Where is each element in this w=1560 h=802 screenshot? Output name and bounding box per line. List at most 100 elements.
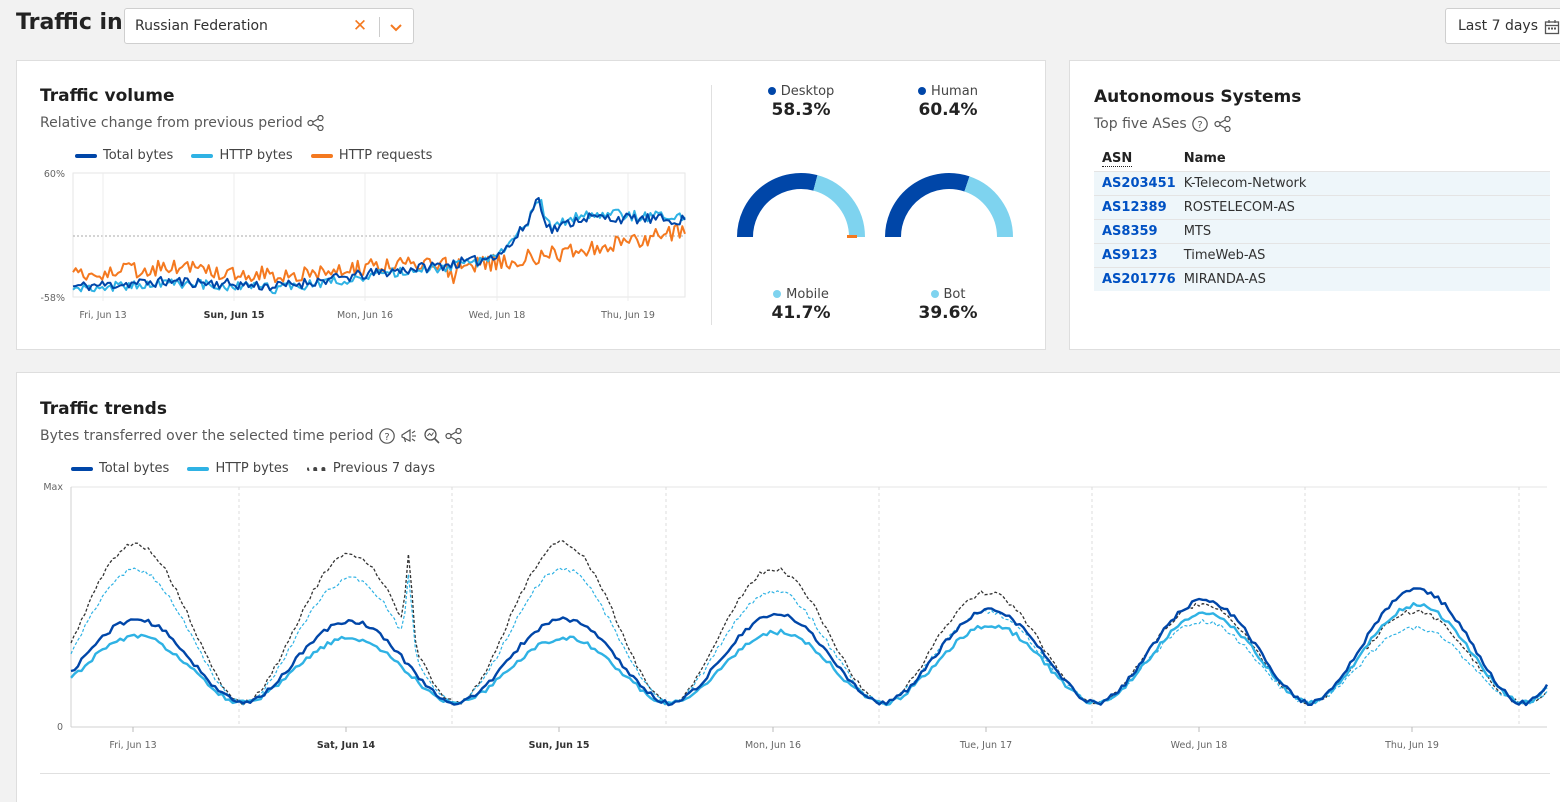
device-gauge[interactable] [733, 169, 869, 241]
traffic-trends-chart[interactable]: Max 0 Fri, Jun 13 Sat, Jun 14 Sun, Jun 15 M… [17, 373, 1560, 802]
help-icon[interactable]: ? [1191, 115, 1209, 133]
bot-dot-icon [930, 289, 939, 298]
traffic-volume-chart[interactable]: 60% -58% Fri, Jun 13 Sun, Jun 15 Mon, Jun … [17, 61, 717, 351]
share-icon[interactable] [445, 428, 463, 444]
zoom-icon[interactable] [423, 427, 441, 445]
y-axis-top-label: Max [43, 482, 63, 493]
traffic-volume-subtitle: Relative change from previous period [40, 115, 325, 131]
x-tick-label: Fri, Jun 13 [79, 310, 126, 321]
series-line-total-bytes[interactable] [72, 197, 686, 292]
human-dot-icon [918, 86, 927, 95]
series-line-total-bytes[interactable] [70, 587, 1549, 707]
asn-link[interactable]: AS8359 [1094, 218, 1176, 243]
gauge-human-arc[interactable] [885, 173, 970, 238]
share-icon[interactable] [307, 115, 325, 131]
x-tick-label: Wed, Jun 18 [469, 310, 526, 321]
autonomous-systems-card: Autonomous Systems Top five ASes ? ASN N… [1069, 60, 1560, 350]
human-stat: Human 60.4% [888, 84, 1008, 120]
announcement-icon[interactable] [400, 427, 418, 445]
traffic-volume-subtitle-text: Relative change from previous period [40, 115, 303, 131]
asn-table: ASN Name AS203451 K-Telecom-Network AS123… [1094, 147, 1550, 291]
location-select-value: Russian Federation [135, 18, 268, 34]
table-row: AS201776 MIRANDA-AS [1094, 266, 1550, 291]
human-gauge[interactable] [881, 169, 1017, 241]
x-tick-label: Sun, Jun 15 [204, 310, 265, 321]
date-range-select[interactable]: Last 7 days [1445, 8, 1560, 44]
asn-name: K-Telecom-Network [1175, 170, 1550, 195]
traffic-volume-legend: Total bytes HTTP bytes HTTP requests [75, 148, 446, 163]
clear-icon[interactable]: ✕ [352, 16, 368, 36]
page-title: Traffic in [16, 10, 123, 35]
legend-previous-period-label: Previous 7 days [332, 461, 435, 476]
asn-link[interactable]: AS203451 [1094, 170, 1176, 195]
calendar-icon [1544, 20, 1560, 35]
asn-column-header[interactable]: ASN [1094, 147, 1176, 171]
asn-link[interactable]: AS9123 [1094, 242, 1176, 267]
legend-http-requests[interactable]: HTTP requests [310, 148, 432, 163]
legend-http-bytes-label: HTTP bytes [215, 461, 289, 476]
autonomous-systems-title: Autonomous Systems [1094, 87, 1302, 107]
x-tick-label: Thu, Jun 19 [1384, 740, 1439, 751]
x-tick-label: Sat, Jun 14 [317, 740, 376, 751]
autonomous-systems-subtitle-text: Top five ASes [1094, 116, 1187, 132]
gauge-bot-arc[interactable] [964, 176, 1013, 238]
panel-divider [711, 85, 712, 325]
desktop-stat: Desktop 58.3% [741, 84, 861, 120]
name-column-header: Name [1183, 151, 1226, 167]
autonomous-systems-subtitle: Top five ASes ? [1094, 115, 1232, 133]
traffic-trends-card: Traffic trends Bytes transferred over th… [16, 372, 1560, 802]
svg-text:?: ? [384, 432, 389, 443]
table-row: AS9123 TimeWeb-AS [1094, 242, 1550, 267]
legend-total-bytes[interactable]: Total bytes [71, 461, 169, 476]
y-axis-top-label: 60% [44, 169, 65, 180]
y-axis-bottom-label: 0 [57, 722, 63, 733]
human-label: Human [931, 84, 978, 99]
desktop-dot-icon [767, 86, 776, 95]
asn-name: MIRANDA-AS [1175, 266, 1550, 291]
asn-table-header: ASN Name [1094, 147, 1550, 171]
gauge-mobile-arc[interactable] [813, 175, 865, 238]
date-range-value: Last 7 days [1458, 18, 1539, 34]
y-axis-bottom-label: -58% [40, 293, 65, 304]
mobile-label: Mobile [786, 287, 829, 302]
traffic-volume-title: Traffic volume [40, 86, 175, 106]
chevron-down-icon[interactable] [387, 18, 405, 36]
mobile-stat: Mobile 41.7% [741, 287, 861, 323]
mobile-value: 41.7% [771, 303, 831, 323]
traffic-trends-legend: Total bytes HTTP bytes Previous 7 days [71, 461, 449, 476]
x-tick-label: Tue, Jun 17 [959, 740, 1012, 751]
x-tick-label: Wed, Jun 18 [1171, 740, 1228, 751]
bot-value: 39.6% [918, 303, 978, 323]
table-row: AS12389 ROSTELECOM-AS [1094, 194, 1550, 219]
legend-total-bytes[interactable]: Total bytes [75, 148, 173, 163]
traffic-trends-subtitle: Bytes transferred over the selected time… [40, 427, 463, 445]
desktop-label: Desktop [780, 84, 835, 99]
help-icon[interactable]: ? [378, 427, 396, 445]
legend-previous-period[interactable]: Previous 7 days [306, 461, 435, 476]
series-line-previous-7-days-http[interactable] [70, 567, 1548, 706]
plot-frame [72, 172, 686, 298]
traffic-trends-title: Traffic trends [40, 399, 167, 419]
asn-link[interactable]: AS201776 [1094, 266, 1176, 291]
asn-name: MTS [1175, 218, 1550, 243]
asn-link[interactable]: AS12389 [1094, 194, 1176, 219]
series-line-http-bytes[interactable] [72, 198, 686, 295]
legend-total-bytes-label: Total bytes [99, 461, 170, 476]
x-tick-label: Thu, Jun 19 [600, 310, 655, 321]
mobile-dot-icon [773, 289, 782, 298]
asn-name: TimeWeb-AS [1175, 242, 1550, 267]
gauge-desktop-arc[interactable] [737, 173, 818, 238]
x-tick-label: Fri, Jun 13 [109, 740, 156, 751]
legend-http-bytes[interactable]: HTTP bytes [191, 148, 293, 163]
series-line-http-bytes[interactable] [70, 602, 1548, 707]
location-select[interactable]: Russian Federation ✕ [124, 8, 414, 44]
series-line-previous-7-days[interactable] [70, 540, 1548, 707]
traffic-trends-subtitle-text: Bytes transferred over the selected time… [40, 428, 374, 444]
section-divider [40, 773, 1550, 774]
x-tick-label: Mon, Jun 16 [337, 310, 393, 321]
table-row: AS8359 MTS [1094, 218, 1550, 243]
traffic-volume-card: Traffic volume Relative change from prev… [16, 60, 1046, 350]
share-icon[interactable] [1213, 116, 1232, 132]
legend-http-bytes[interactable]: HTTP bytes [187, 461, 289, 476]
x-tick-label: Sun, Jun 15 [529, 740, 590, 751]
